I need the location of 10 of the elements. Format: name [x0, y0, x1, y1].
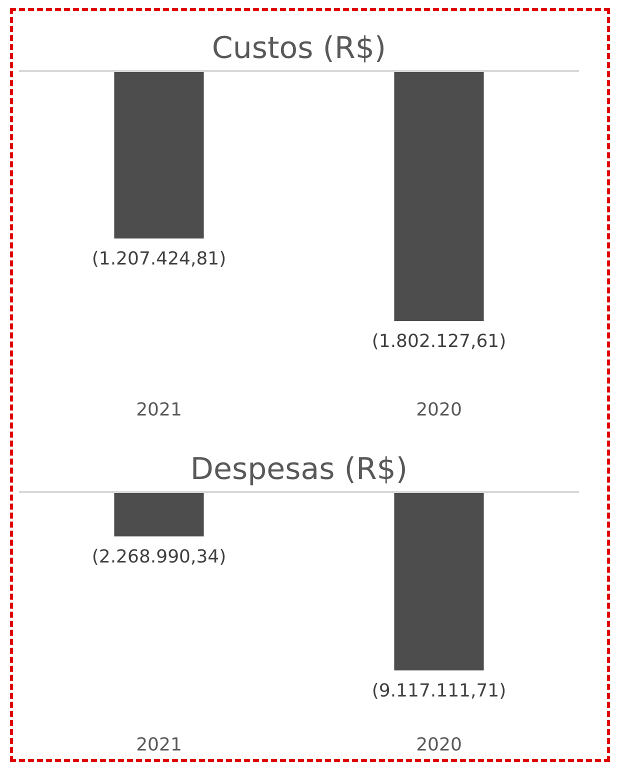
x-tick-label: 2020 — [416, 400, 462, 420]
data-label: (1.802.127,61) — [372, 331, 506, 352]
x-tick-label: 2021 — [136, 734, 182, 756]
chart-title: Custos (R$) — [212, 31, 386, 66]
data-label: (1.207.424,81) — [92, 248, 226, 270]
x-tick-label: 2020 — [416, 734, 462, 756]
chart-title: Despesas (R$) — [190, 452, 408, 487]
data-label: (2.268.990,34) — [92, 546, 226, 568]
data-label: (9.117.111,71) — [372, 680, 506, 702]
x-tick-label: 2021 — [136, 400, 182, 420]
